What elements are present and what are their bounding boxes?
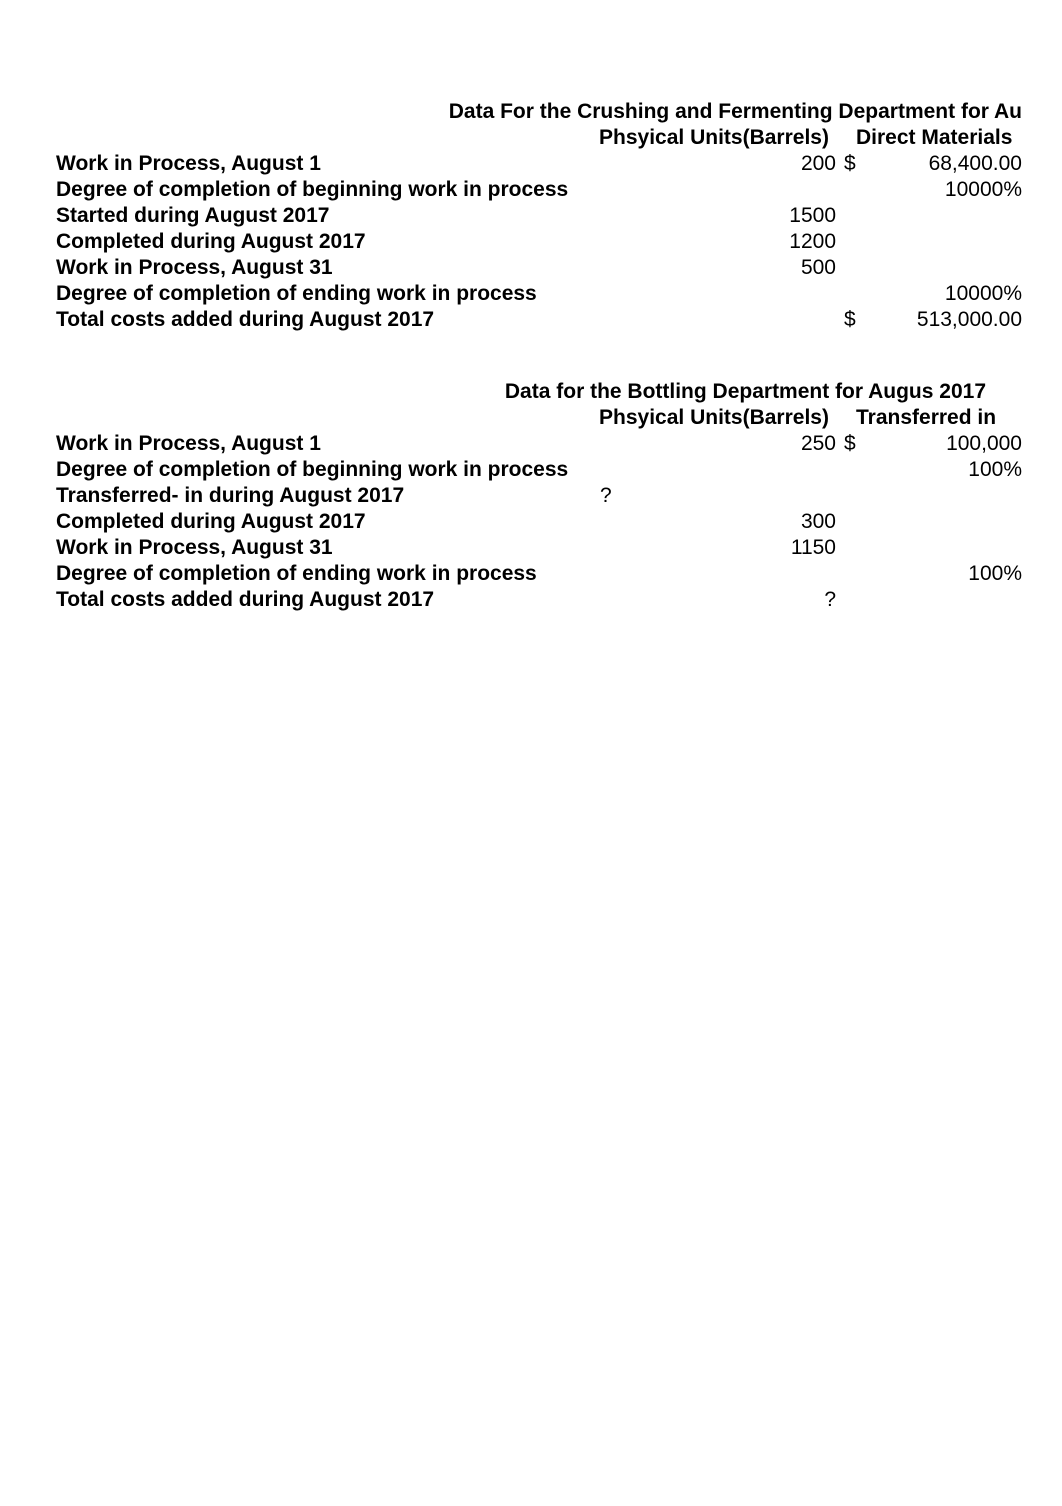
section1-title-row: Data For the Crushing and Fermenting Dep… (56, 100, 1022, 124)
table-row: Work in Process, August 31 1150 (56, 536, 1022, 560)
row-amount: 10000% (842, 178, 1022, 202)
row-amount: 100% (842, 562, 1022, 586)
header-spacer (56, 406, 586, 430)
dollar-sign-icon: $ (842, 152, 856, 176)
row-label: Work in Process, August 1 (56, 152, 586, 176)
row-label: Work in Process, August 1 (56, 432, 586, 456)
section1-header-row: Phsyical Units(Barrels) Direct Materials (56, 126, 1022, 150)
section2-header-units: Phsyical Units(Barrels) (586, 406, 842, 430)
row-label: Completed during August 2017 (56, 510, 586, 534)
table-row: Degree of completion of ending work in p… (56, 562, 1022, 586)
row-units: 1500 (586, 204, 842, 228)
table-row: Transferred- in during August 2017 ? (56, 484, 1022, 508)
row-label: Degree of completion of beginning work i… (56, 458, 586, 482)
row-label: Total costs added during August 2017 (56, 308, 586, 332)
section2-title: Data for the Bottling Department for Aug… (505, 380, 986, 404)
row-units: 1200 (586, 230, 842, 254)
row-amount: $ 513,000.00 (842, 308, 1022, 332)
table-row: Degree of completion of ending work in p… (56, 282, 1022, 306)
row-amount: 10000% (842, 282, 1022, 306)
section2-title-row: Data for the Bottling Department for Aug… (56, 380, 1022, 404)
table-row: Total costs added during August 2017 $ 5… (56, 308, 1022, 332)
row-units: ? (586, 588, 842, 612)
table-row: Work in Process, August 1 250 $ 100,000 (56, 432, 1022, 456)
table-row: Completed during August 2017 300 (56, 510, 1022, 534)
table-row: Completed during August 2017 1200 (56, 230, 1022, 254)
row-label: Total costs added during August 2017 (56, 588, 586, 612)
amount-value: 100,000 (946, 432, 1022, 456)
row-label: Completed during August 2017 (56, 230, 586, 254)
table-row: Started during August 2017 1500 (56, 204, 1022, 228)
table-row: Total costs added during August 2017 ? (56, 588, 1022, 612)
row-label: Transferred- in during August 2017 (56, 484, 586, 508)
row-amount: 100% (842, 458, 1022, 482)
row-units: 500 (586, 256, 842, 280)
row-label: Work in Process, August 31 (56, 256, 586, 280)
row-units: 200 (586, 152, 842, 176)
row-label: Degree of completion of ending work in p… (56, 562, 586, 586)
table-row: Degree of completion of beginning work i… (56, 178, 1022, 202)
table-row: Degree of completion of beginning work i… (56, 458, 1022, 482)
row-units: 250 (586, 432, 842, 456)
row-label: Started during August 2017 (56, 204, 586, 228)
row-label: Work in Process, August 31 (56, 536, 586, 560)
section1-header-units: Phsyical Units(Barrels) (586, 126, 842, 150)
dollar-sign-icon: $ (842, 432, 856, 456)
amount-value: 513,000.00 (917, 308, 1022, 332)
row-units: ? (586, 484, 842, 508)
section1-header-amount: Direct Materials (842, 126, 1022, 150)
row-units: 300 (586, 510, 842, 534)
section2-header-amount: Transferred in (842, 406, 1022, 430)
table-row: Work in Process, August 1 200 $ 68,400.0… (56, 152, 1022, 176)
table-row: Work in Process, August 31 500 (56, 256, 1022, 280)
row-label: Degree of completion of ending work in p… (56, 282, 586, 306)
section1-title: Data For the Crushing and Fermenting Dep… (449, 100, 1022, 124)
bottling-table: Data for the Bottling Department for Aug… (56, 380, 1022, 612)
crushing-fermenting-table: Data For the Crushing and Fermenting Dep… (56, 100, 1022, 332)
dollar-sign-icon: $ (842, 308, 856, 332)
row-amount: $ 100,000 (842, 432, 1022, 456)
amount-value: 68,400.00 (929, 152, 1022, 176)
row-units: 1150 (586, 536, 842, 560)
section2-header-row: Phsyical Units(Barrels) Transferred in (56, 406, 1022, 430)
header-spacer (56, 126, 586, 150)
row-label: Degree of completion of beginning work i… (56, 178, 586, 202)
row-amount: $ 68,400.00 (842, 152, 1022, 176)
